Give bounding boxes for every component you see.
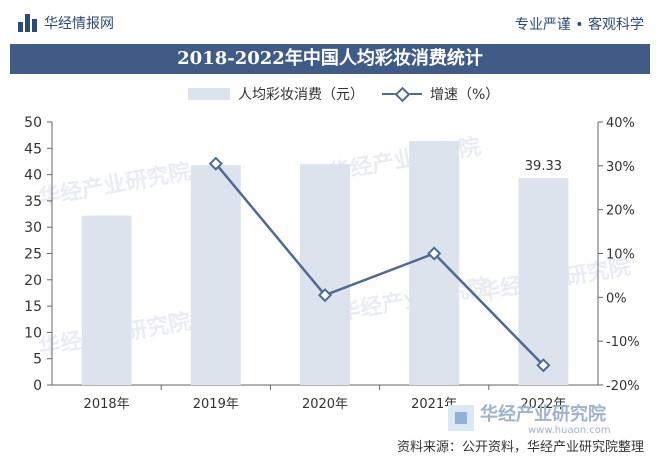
data-label: 39.33 (525, 159, 562, 174)
y-left-tick-label: 20 (24, 273, 42, 289)
top-bar: 华经情报网 专业严谨 • 客观科学 (0, 0, 660, 44)
growth-point (536, 358, 551, 373)
y-right-tick-label: 10% (606, 248, 635, 263)
source-note: 资料来源：公开资料，华经产业研究院整理 (396, 440, 644, 455)
y-left-tick-label: 10 (24, 325, 42, 341)
x-tick-label: 2019年 (193, 397, 239, 412)
bar (409, 140, 460, 385)
legend-bar-label: 人均彩妆消费（元） (238, 87, 364, 103)
y-right-tick-label: 40% (606, 116, 635, 131)
growth-point (317, 288, 333, 303)
growth-line (214, 162, 545, 367)
y-right-tick-label: 30% (606, 160, 635, 175)
y-left-tick-label: 35 (24, 194, 42, 210)
footer-logo-text: 华经产业研究院 (480, 403, 606, 425)
bar (190, 165, 241, 385)
legend-item-line: 增速（%） (382, 84, 499, 104)
y-left-tick-label: 0 (33, 378, 42, 394)
y-left-tick-label: 5 (33, 352, 42, 368)
brand-logo-icon (18, 14, 38, 32)
growth-point (208, 156, 223, 171)
legend-item-bar: 人均彩妆消费（元） (188, 84, 364, 104)
legend-line-label: 增速（%） (430, 87, 500, 103)
watermark-text: 华经产业研究院 (37, 159, 193, 211)
x-tick-label: 2020年 (302, 397, 348, 412)
tagline: 专业严谨 • 客观科学 (514, 17, 644, 33)
x-tick-label: 2022年 (520, 397, 566, 412)
y-left-tick-label: 25 (24, 247, 42, 263)
chart-title: 2018-2022年中国人均彩妆消费统计 (10, 44, 650, 74)
legend-bar-swatch (188, 88, 230, 100)
y-left-tick-label: 40 (24, 168, 42, 184)
y-right-tick-label: -20% (606, 379, 640, 394)
x-tick-label: 2021年 (411, 397, 457, 412)
y-left-tick-label: 30 (24, 220, 42, 236)
brand: 华经情报网 (18, 13, 114, 33)
y-right-tick-label: 20% (606, 204, 635, 219)
growth-point (427, 246, 442, 261)
bar (81, 215, 132, 385)
legend: 人均彩妆消费（元） 增速（%） (0, 84, 660, 104)
legend-line-marker (382, 88, 422, 100)
x-tick-label: 2018年 (84, 397, 130, 412)
y-left-tick-label: 15 (24, 299, 42, 315)
bar (518, 178, 569, 385)
y-right-tick-label: -10% (606, 335, 640, 350)
footer-logo-url: www.huaon.com (528, 425, 611, 436)
y-left-tick-label: 45 (24, 141, 42, 157)
brand-name: 华经情报网 (44, 16, 114, 32)
footer-logo-mark (455, 412, 467, 424)
y-right-tick-label: 0% (606, 291, 627, 306)
y-left-tick-label: 50 (24, 115, 42, 131)
